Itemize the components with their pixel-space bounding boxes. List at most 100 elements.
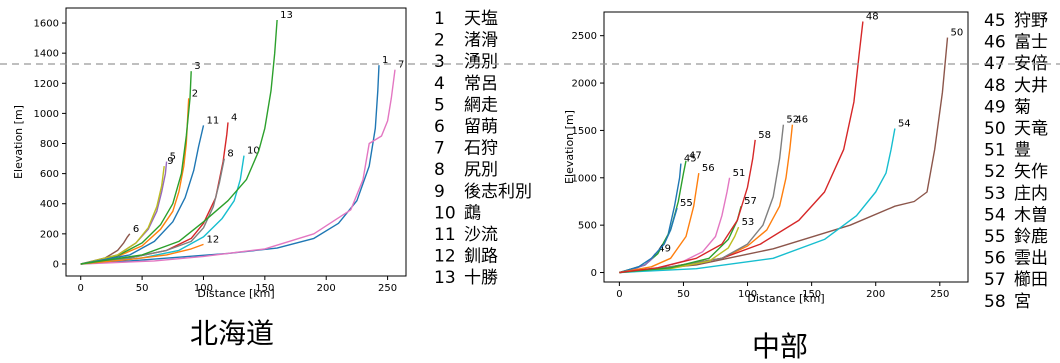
chart-panel-2: 0 50 100 150 200 25005001000150020002500Dista…	[563, 11, 969, 305]
x-tick-label: 100	[194, 283, 213, 294]
y-axis-label: Elevation [m]	[563, 110, 576, 184]
x-tick-label: 250	[378, 283, 397, 294]
legend-river-name: 尻別	[464, 160, 498, 180]
legend-number: 12	[434, 247, 456, 267]
series-line-50	[619, 37, 949, 274]
legend-number: 57	[984, 270, 1006, 290]
series-line-55	[619, 207, 678, 274]
y-tick-label: 800	[40, 139, 59, 150]
series-line-9	[80, 166, 165, 265]
y-tick-label: 0	[53, 259, 59, 270]
legend-number: 1	[434, 9, 445, 29]
series-label-55: 55	[680, 198, 693, 209]
y-tick-label: 500	[578, 221, 597, 232]
y-axis-label: Elevation [m]	[12, 105, 25, 179]
legend-river-name: 網走	[464, 95, 498, 115]
legend-list-2: 45 狩野 46 富士 47 安倍 48 大井 49 菊 50 天竜 51 豊 52 矢作 53 庄内 54 木曽 55…	[984, 11, 1048, 312]
y-tick-label: 0	[591, 268, 597, 279]
legend-number: 52	[984, 162, 1006, 182]
legend-river-name: 十勝	[464, 268, 498, 288]
legend-number: 11	[434, 225, 456, 245]
series-label-47: 47	[689, 151, 702, 162]
legend-river-name: 狩野	[1014, 11, 1048, 31]
y-tick-label: 2500	[572, 31, 597, 42]
legend-river-name: 安倍	[1014, 54, 1048, 74]
series-line-12	[80, 243, 204, 265]
legend-river-name: 宮	[1014, 292, 1031, 312]
series-label-5: 5	[170, 152, 176, 163]
legend-river-name: 釧路	[464, 247, 498, 267]
legend-number: 51	[984, 141, 1006, 161]
y-tick-label: 1600	[34, 19, 59, 30]
x-axis-label: Distance [km]	[197, 287, 274, 300]
x-tick-label: 0	[616, 289, 622, 300]
y-tick-label: 1500	[572, 126, 597, 137]
legend-river-name: 湧別	[464, 52, 498, 72]
series-label-8: 8	[227, 149, 233, 160]
series-line-52	[619, 124, 785, 274]
legend-river-name: 木曽	[1014, 205, 1048, 225]
legend-river-name: 庄内	[1014, 184, 1048, 204]
x-tick-label: 250	[930, 289, 949, 300]
x-axis-label: Distance [km]	[747, 292, 824, 305]
series-line-1	[80, 65, 380, 265]
x-tick-label: 0	[78, 283, 84, 294]
series-line-54	[619, 128, 896, 274]
panel-title: 中部	[752, 330, 808, 363]
series-label-58: 58	[758, 130, 771, 141]
legend-number: 53	[984, 184, 1006, 204]
legend-number: 58	[984, 292, 1006, 312]
x-tick-label: 200	[317, 283, 336, 294]
legend-river-name: 天塩	[464, 9, 498, 29]
legend-number: 56	[984, 249, 1006, 269]
y-tick-label: 1400	[34, 49, 59, 60]
y-tick-label: 400	[40, 199, 59, 210]
series-label-2: 2	[192, 88, 198, 99]
legend-river-name: 鈴鹿	[1014, 227, 1048, 247]
series-label-56: 56	[702, 163, 715, 174]
series-label-11: 11	[206, 115, 219, 126]
legend-number: 2	[434, 31, 445, 51]
series-label-51: 51	[733, 168, 746, 179]
series-label-53: 53	[742, 217, 755, 228]
series-label-13: 13	[280, 10, 293, 21]
series-line-3	[80, 71, 192, 265]
series-label-49: 49	[658, 244, 671, 255]
legend-river-name: 雲出	[1014, 249, 1048, 269]
series-line-53	[619, 226, 740, 274]
legend-river-name: 鵡	[464, 203, 481, 223]
series-line-48	[619, 21, 864, 274]
legend-number: 45	[984, 11, 1006, 31]
legend-number: 54	[984, 205, 1006, 225]
legend-number: 46	[984, 33, 1006, 53]
y-tick-label: 200	[40, 229, 59, 240]
series-line-13	[80, 19, 278, 265]
legend-number: 3	[434, 52, 445, 72]
legend-number: 7	[434, 139, 445, 159]
legend-river-name: 常呂	[464, 74, 498, 94]
x-tick-label: 50	[677, 289, 690, 300]
series-line-56	[619, 172, 700, 274]
x-tick-label: 150	[255, 283, 274, 294]
legend-river-name: 石狩	[464, 139, 498, 159]
legend-number: 8	[434, 160, 445, 180]
series-label-10: 10	[247, 146, 260, 157]
x-tick-label: 150	[802, 289, 821, 300]
series-label-45: 45	[684, 154, 697, 165]
plot-frame	[603, 11, 969, 283]
legend-river-name: 菊	[1014, 97, 1031, 117]
chart-panel-1: 0 50 100 150 200 250 0 200 400 600 800 1000 1200 1400…	[12, 7, 407, 300]
plot-frame	[65, 7, 407, 277]
legend-river-name: 矢作	[1014, 162, 1048, 182]
series-label-50: 50	[950, 28, 963, 39]
y-tick-label: 1200	[34, 79, 59, 90]
series-label-4: 4	[231, 112, 237, 123]
y-tick-label: 600	[40, 169, 59, 180]
legend-number: 48	[984, 76, 1006, 96]
legend-list-1: 1 天塩 2 渚滑 3 湧別 4 常呂 5 網走 6 留萌 7 石狩 8 尻別 9 後志利別 10 鵡 11 沙流 12 釧路…	[434, 9, 532, 288]
legend-number: 49	[984, 97, 1006, 117]
series-label-9: 9	[167, 156, 173, 167]
series-label-6: 6	[133, 224, 139, 235]
series-label-46: 46	[795, 115, 808, 126]
